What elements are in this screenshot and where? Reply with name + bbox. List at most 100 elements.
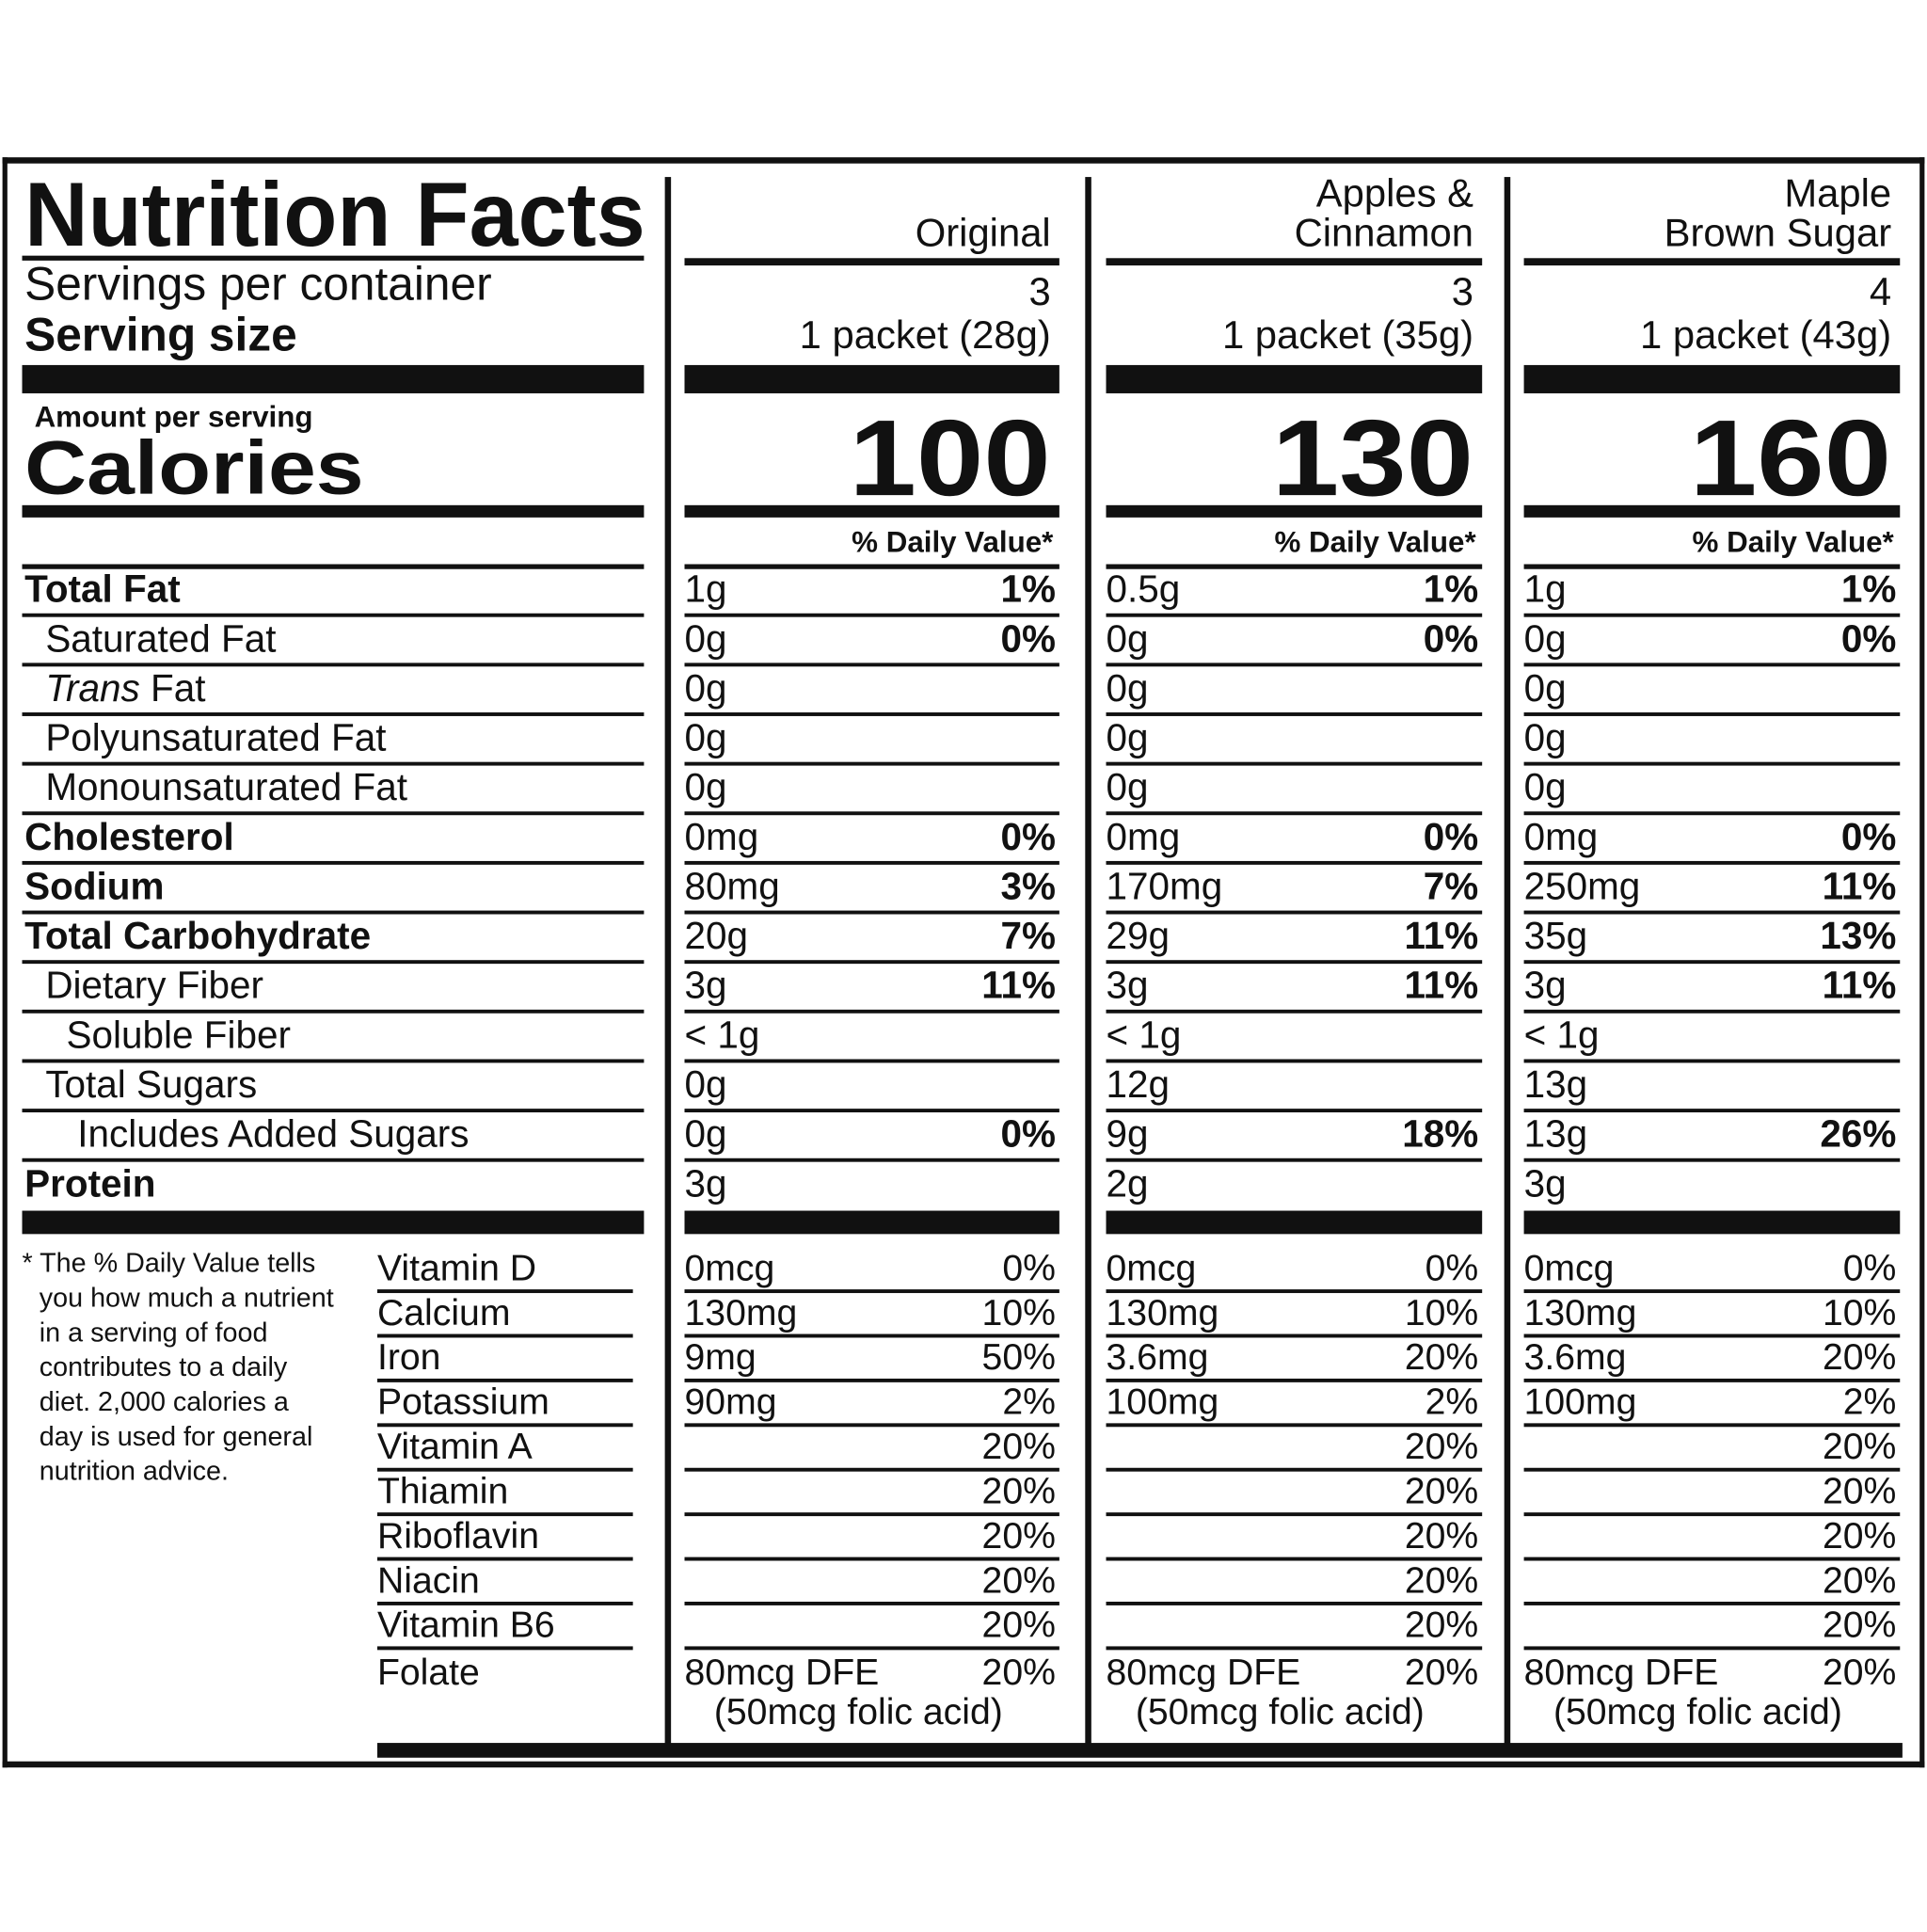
rule xyxy=(684,1602,1059,1605)
calories: 160 xyxy=(1690,398,1891,519)
vitamin-dv: 20% xyxy=(982,1471,1056,1511)
rule xyxy=(1523,960,1901,965)
rule xyxy=(1106,1423,1483,1428)
rule xyxy=(1106,564,1483,569)
nutrient-name: Includes Added Sugars xyxy=(77,1112,469,1156)
vitamin-dv: 20% xyxy=(982,1516,1056,1557)
nutrient-dv: 11% xyxy=(1823,964,1897,1007)
vitamin-dv: 20% xyxy=(982,1427,1056,1467)
rule xyxy=(22,1158,645,1162)
nutrient-amount: 9g xyxy=(1107,1112,1149,1156)
vitamin-dv: 0% xyxy=(1002,1248,1056,1288)
rule xyxy=(684,1059,1059,1063)
rule xyxy=(22,811,645,816)
rule xyxy=(684,613,1059,617)
rule xyxy=(376,1512,633,1517)
nutrient-dv: 0% xyxy=(1000,616,1056,660)
rule xyxy=(376,1423,633,1428)
nutrient-amount: 20g xyxy=(685,914,749,957)
footnote: diet. 2,000 calories a xyxy=(40,1387,289,1417)
serving-size: 1 packet (35g) xyxy=(1222,312,1473,357)
column-divider xyxy=(1085,177,1091,1746)
rule xyxy=(684,1109,1059,1113)
vitamin-dv: 20% xyxy=(1405,1471,1478,1511)
rule xyxy=(1523,811,1901,816)
nutrient-dv: 7% xyxy=(1424,864,1479,907)
rule xyxy=(1106,811,1483,816)
product-name: Original xyxy=(916,210,1051,254)
nutrient-dv: 3% xyxy=(1000,864,1056,907)
nutrient-amount: 1g xyxy=(685,567,727,611)
rule xyxy=(22,255,645,261)
rule xyxy=(1106,1158,1483,1162)
nutrient-dv: 0% xyxy=(1000,1112,1056,1156)
rule xyxy=(1106,1378,1483,1382)
vitamin-dv: 10% xyxy=(982,1293,1056,1333)
nutrient-amount: 2g xyxy=(1107,1161,1149,1205)
vitamin-dv: 50% xyxy=(982,1337,1056,1378)
nutrient-amount: 12g xyxy=(1107,1062,1171,1106)
nutrient-amount: 13g xyxy=(1524,1062,1588,1106)
vitamin-amount: 0mcg xyxy=(685,1248,775,1288)
vitamin-dv: 20% xyxy=(982,1605,1056,1646)
nutrient-name: Soluble Fiber xyxy=(67,1013,291,1056)
vitamin-name: Niacin xyxy=(377,1560,480,1601)
vitamin-dv: 20% xyxy=(1405,1560,1478,1601)
rule xyxy=(376,1557,633,1561)
nutrient-name: Polyunsaturated Fat xyxy=(45,716,386,759)
rule xyxy=(1523,564,1901,569)
nutrient-dv: 26% xyxy=(1820,1112,1896,1156)
vitamin-name: Riboflavin xyxy=(377,1516,539,1557)
rule xyxy=(684,1467,1059,1472)
rule xyxy=(1523,1210,1901,1235)
vitamin-dv: 20% xyxy=(1405,1427,1478,1467)
rule xyxy=(1106,910,1483,915)
rule xyxy=(1523,1059,1901,1063)
rule xyxy=(1523,1333,1901,1338)
calories: 130 xyxy=(1272,398,1473,519)
rule xyxy=(1523,1289,1901,1294)
servings: 4 xyxy=(1870,269,1891,313)
vitamin-name: Vitamin B6 xyxy=(377,1605,555,1646)
column-divider xyxy=(664,177,672,1746)
nutrient-name: Sodium xyxy=(24,864,164,907)
nutrient-name: Total Fat xyxy=(24,567,181,611)
rule xyxy=(684,761,1059,766)
rule xyxy=(1523,860,1901,865)
footnote: contributes to a daily xyxy=(40,1352,288,1382)
rule xyxy=(1106,364,1483,393)
vitamin-dv: 20% xyxy=(1823,1471,1896,1511)
rule xyxy=(684,811,1059,816)
calories: 100 xyxy=(850,398,1051,519)
folate-note: (50mcg folic acid) xyxy=(1553,1692,1842,1732)
rule xyxy=(1523,613,1901,617)
vitamin-amount: 80mcg DFE xyxy=(1107,1653,1301,1693)
nutrient-amount: 0g xyxy=(1107,666,1149,710)
vitamin-name: Potassium xyxy=(377,1382,549,1423)
rule xyxy=(22,860,645,865)
nutrient-amount: 0mg xyxy=(685,815,759,858)
rule xyxy=(684,910,1059,915)
rule xyxy=(1106,761,1483,766)
nutrient-name: Saturated Fat xyxy=(45,616,276,660)
rule xyxy=(1106,860,1483,865)
nutrient-amount: 0g xyxy=(1524,716,1567,759)
rule xyxy=(22,712,645,716)
rule xyxy=(684,960,1059,965)
rule xyxy=(684,1557,1059,1561)
vitamin-dv: 20% xyxy=(1823,1560,1896,1601)
rule xyxy=(22,1009,645,1014)
rule xyxy=(684,663,1059,667)
rule xyxy=(22,613,645,617)
vitamin-amount: 3.6mg xyxy=(1524,1337,1627,1378)
rule xyxy=(1106,1557,1483,1561)
vitamin-dv: 20% xyxy=(1823,1337,1896,1378)
vitamin-dv: 10% xyxy=(1823,1293,1896,1333)
nutrient-name: Dietary Fiber xyxy=(45,964,263,1007)
nutrient-name-italic: Trans xyxy=(45,666,139,710)
nutrient-name: Total Carbohydrate xyxy=(24,914,371,957)
rule xyxy=(1106,613,1483,617)
vitamin-name: Iron xyxy=(377,1337,441,1378)
rule xyxy=(376,1646,633,1651)
rule xyxy=(1106,1289,1483,1294)
